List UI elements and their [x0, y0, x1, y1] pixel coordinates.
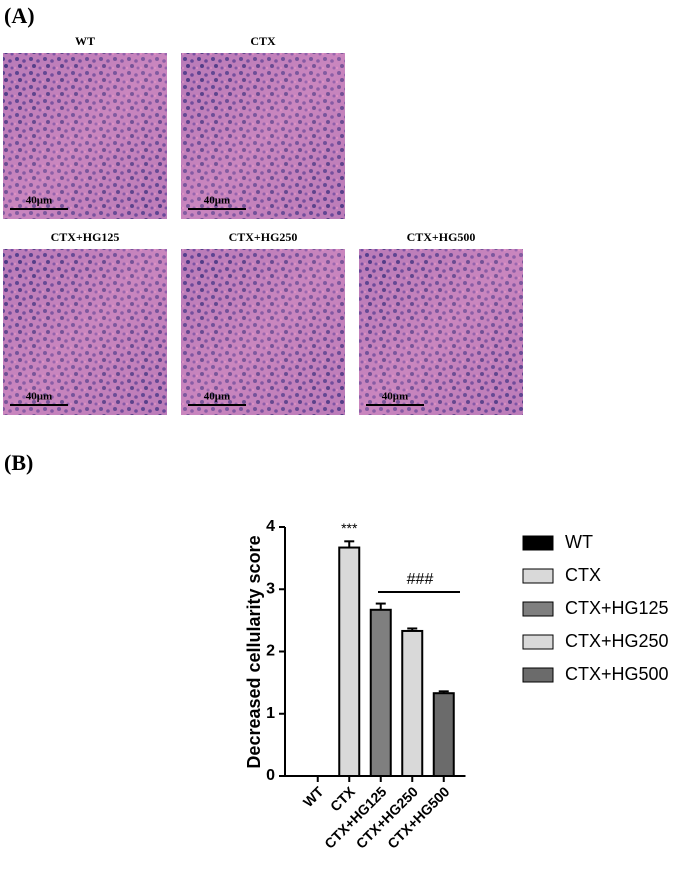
legend-label: WT [565, 532, 593, 552]
legend-swatch [522, 667, 554, 683]
y-axis-label: Decreased cellularity score [244, 535, 264, 768]
scale-label: 40μm [26, 195, 52, 207]
histology-overlay [181, 249, 345, 415]
y-tick-label: 3 [266, 580, 275, 597]
image-title: CTX+HG250 [229, 230, 298, 244]
bar [432, 692, 455, 778]
significance: *** [341, 520, 358, 536]
legend-swatch [522, 634, 554, 650]
histology-overlay [3, 53, 167, 219]
panel-label: (B) [4, 450, 33, 475]
image-title: CTX+HG125 [51, 230, 120, 244]
scale-label: 40μm [204, 391, 230, 403]
y-tick-label: 0 [266, 767, 275, 784]
image-title: CTX [250, 34, 276, 48]
histology-overlay [359, 249, 523, 415]
scale-label: 40μm [382, 391, 408, 403]
legend-label: CTX+HG250 [565, 631, 669, 651]
legend-label: CTX+HG500 [565, 664, 669, 684]
scale-label: 40μm [26, 391, 52, 403]
legend-label: CTX [565, 565, 601, 585]
significance: ### [407, 571, 434, 588]
image-title: CTX+HG500 [407, 230, 476, 244]
legend-label: CTX+HG125 [565, 598, 669, 618]
histology-overlay [181, 53, 345, 219]
bar [401, 629, 424, 778]
panel-label: (A) [4, 3, 35, 28]
y-tick-label: 2 [266, 643, 275, 660]
x-tick-label: WT [300, 783, 327, 810]
bar [369, 608, 392, 777]
legend-swatch [522, 535, 554, 551]
legend-swatch [522, 568, 554, 584]
y-tick-label: 1 [266, 705, 275, 722]
image-title: WT [75, 34, 95, 48]
histology-overlay [3, 249, 167, 415]
legend-swatch [522, 601, 554, 617]
bar [338, 546, 361, 777]
y-tick-label: 4 [266, 518, 275, 535]
scale-label: 40μm [204, 195, 230, 207]
